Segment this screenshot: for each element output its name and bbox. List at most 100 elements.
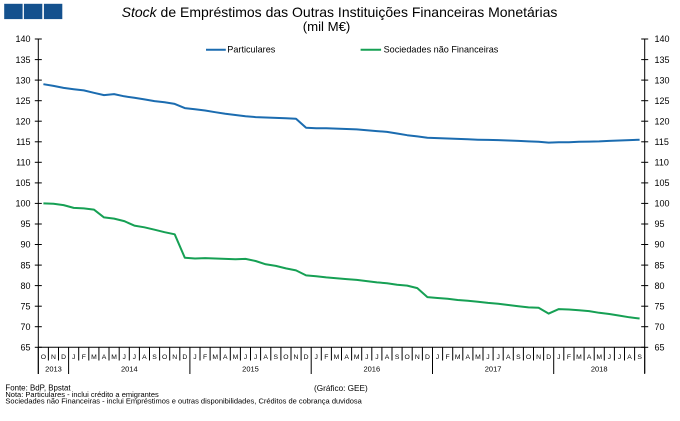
svg-text:95: 95 <box>655 219 665 229</box>
svg-text:130: 130 <box>655 75 670 85</box>
svg-text:140: 140 <box>15 34 30 44</box>
svg-text:F: F <box>203 354 207 361</box>
svg-text:135: 135 <box>15 55 30 65</box>
svg-text:A: A <box>466 354 471 361</box>
svg-text:A: A <box>587 354 592 361</box>
svg-text:A: A <box>385 354 390 361</box>
svg-text:110: 110 <box>16 158 30 168</box>
svg-text:90: 90 <box>20 240 30 250</box>
svg-text:O: O <box>405 354 410 361</box>
svg-text:65: 65 <box>20 343 30 353</box>
svg-text:80: 80 <box>20 281 30 291</box>
svg-text:M: M <box>475 354 481 361</box>
svg-text:J: J <box>122 354 125 361</box>
svg-text:M: M <box>111 354 117 361</box>
svg-text:D: D <box>61 354 66 361</box>
svg-text:J: J <box>496 354 499 361</box>
svg-text:115: 115 <box>655 137 669 147</box>
svg-text:2013: 2013 <box>45 365 62 374</box>
svg-text:A: A <box>627 354 632 361</box>
svg-text:75: 75 <box>655 301 665 311</box>
svg-text:M: M <box>233 354 239 361</box>
svg-text:D: D <box>304 354 309 361</box>
svg-text:S: S <box>395 354 400 361</box>
svg-text:N: N <box>294 354 299 361</box>
svg-text:O: O <box>162 354 167 361</box>
svg-text:O: O <box>283 354 288 361</box>
svg-text:140: 140 <box>655 34 670 44</box>
svg-text:70: 70 <box>20 322 30 332</box>
svg-text:N: N <box>415 354 420 361</box>
svg-text:Particulares: Particulares <box>227 44 275 54</box>
svg-text:O: O <box>526 354 531 361</box>
svg-text:(Gráfico: GEE): (Gráfico: GEE) <box>314 384 368 393</box>
svg-text:F: F <box>324 354 328 361</box>
svg-text:J: J <box>133 354 136 361</box>
svg-text:125: 125 <box>655 96 670 106</box>
svg-text:S: S <box>516 354 521 361</box>
svg-text:M: M <box>596 354 602 361</box>
svg-text:120: 120 <box>655 116 670 126</box>
svg-text:Fonte: BdP, Bpstat: Fonte: BdP, Bpstat <box>5 383 71 392</box>
svg-text:A: A <box>506 354 511 361</box>
svg-text:J: J <box>375 354 378 361</box>
svg-text:D: D <box>425 354 430 361</box>
svg-text:F: F <box>446 354 450 361</box>
svg-text:J: J <box>557 354 560 361</box>
svg-text:85: 85 <box>20 260 30 270</box>
svg-text:J: J <box>436 354 439 361</box>
svg-text:M: M <box>576 354 582 361</box>
svg-text:J: J <box>314 354 317 361</box>
svg-text:85: 85 <box>655 260 665 270</box>
svg-text:F: F <box>567 354 571 361</box>
svg-text:135: 135 <box>655 55 670 65</box>
svg-text:F: F <box>82 354 86 361</box>
svg-text:95: 95 <box>20 219 30 229</box>
svg-text:A: A <box>102 354 107 361</box>
svg-text:2018: 2018 <box>591 365 608 374</box>
svg-text:(mil M€): (mil M€) <box>303 19 351 34</box>
svg-text:75: 75 <box>20 301 30 311</box>
svg-text:A: A <box>223 354 228 361</box>
svg-text:A: A <box>263 354 268 361</box>
svg-text:N: N <box>51 354 56 361</box>
svg-text:100: 100 <box>15 199 30 209</box>
svg-text:J: J <box>365 354 368 361</box>
svg-text:D: D <box>182 354 187 361</box>
svg-text:Sociedades não Financeiras: Sociedades não Financeiras <box>384 44 499 54</box>
svg-text:2014: 2014 <box>121 365 138 374</box>
svg-text:J: J <box>193 354 196 361</box>
svg-text:Sociedades não Financeiras - i: Sociedades não Financeiras - inclui Empr… <box>5 397 362 406</box>
svg-text:65: 65 <box>655 343 665 353</box>
svg-text:S: S <box>152 354 157 361</box>
svg-text:120: 120 <box>15 116 30 126</box>
svg-text:105: 105 <box>655 178 670 188</box>
svg-text:M: M <box>91 354 97 361</box>
svg-text:2015: 2015 <box>242 365 259 374</box>
svg-text:Nota: Particulares - inclui cr: Nota: Particulares - inclui crédito a em… <box>5 390 159 399</box>
svg-text:80: 80 <box>655 281 665 291</box>
svg-text:A: A <box>344 354 349 361</box>
svg-text:105: 105 <box>15 178 30 188</box>
svg-text:O: O <box>41 354 46 361</box>
svg-text:S: S <box>274 354 279 361</box>
svg-text:115: 115 <box>16 137 30 147</box>
svg-text:Stock de Empréstimos das Outra: Stock de Empréstimos das Outras Institui… <box>122 4 558 20</box>
svg-text:J: J <box>608 354 611 361</box>
svg-text:M: M <box>354 354 360 361</box>
svg-text:2017: 2017 <box>485 365 502 374</box>
svg-text:J: J <box>72 354 75 361</box>
svg-text:J: J <box>486 354 489 361</box>
svg-text:J: J <box>618 354 621 361</box>
svg-text:J: J <box>244 354 247 361</box>
svg-text:110: 110 <box>655 158 669 168</box>
svg-text:N: N <box>536 354 541 361</box>
svg-text:70: 70 <box>655 322 665 332</box>
svg-text:J: J <box>254 354 257 361</box>
svg-text:125: 125 <box>15 96 30 106</box>
svg-text:N: N <box>172 354 177 361</box>
svg-text:M: M <box>334 354 340 361</box>
svg-text:130: 130 <box>15 75 30 85</box>
svg-text:S: S <box>637 354 642 361</box>
svg-text:M: M <box>212 354 218 361</box>
